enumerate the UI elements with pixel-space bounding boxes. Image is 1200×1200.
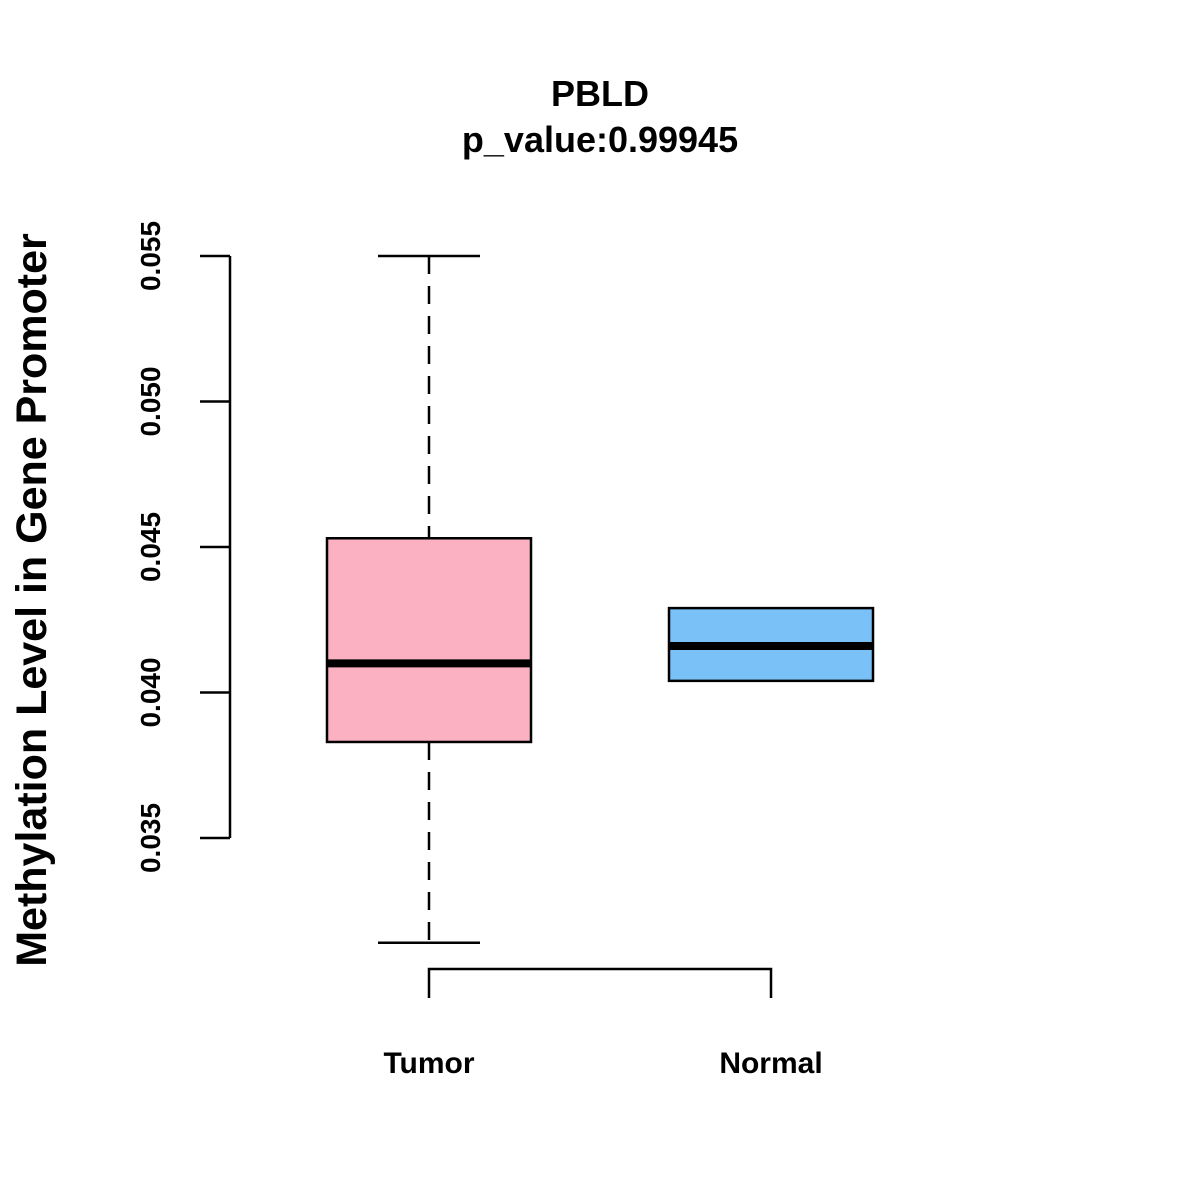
y-tick-label: 0.040 xyxy=(135,657,166,727)
y-tick-label: 0.055 xyxy=(135,221,166,291)
x-category-label: Normal xyxy=(719,1047,822,1080)
y-axis: 0.035 0.040 0.045 0.050 0.055 xyxy=(135,221,232,873)
box-rect xyxy=(325,537,533,744)
y-tick-label: 0.035 xyxy=(135,803,166,873)
bracket-line xyxy=(427,967,773,998)
box-normal xyxy=(667,606,875,683)
y-tick-label: 0.045 xyxy=(135,512,166,582)
comparison-bracket xyxy=(427,967,773,998)
x-axis-labels: Tumor Normal xyxy=(383,1047,822,1080)
x-category-label: Tumor xyxy=(383,1047,474,1080)
chart-subtitle: p_value:0.99945 xyxy=(462,119,738,160)
box-series xyxy=(325,254,875,945)
y-tick-label: 0.050 xyxy=(135,366,166,436)
y-axis-title: Methylation Level in Gene Promoter xyxy=(8,233,56,967)
box-tumor xyxy=(325,254,533,945)
chart-title: PBLD xyxy=(551,73,649,114)
